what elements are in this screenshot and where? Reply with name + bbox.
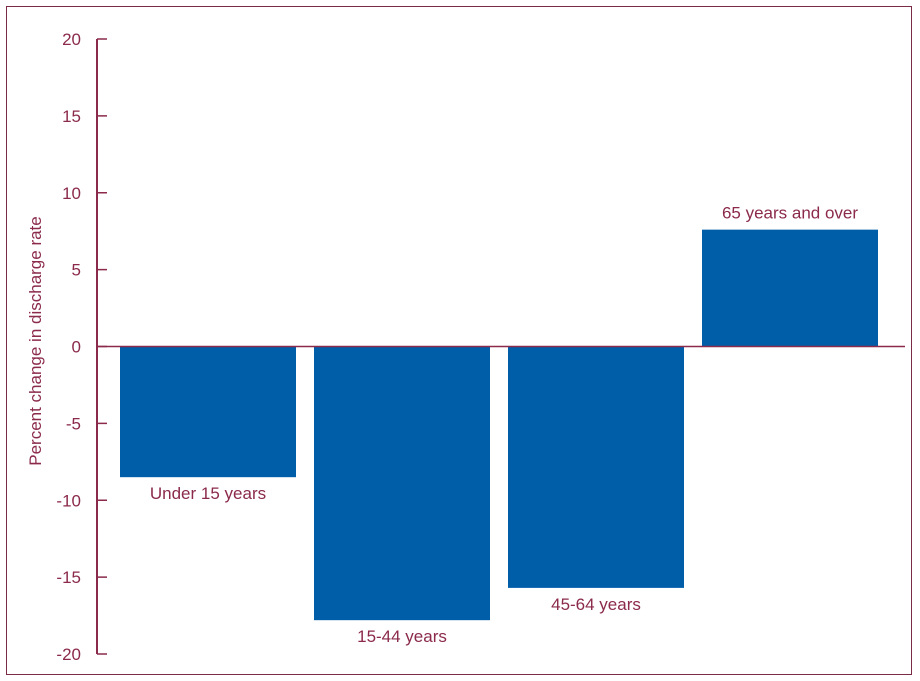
bar-category-label: 15-44 years [357, 627, 447, 646]
bar [508, 346, 684, 588]
bar-category-label: 65 years and over [722, 204, 858, 223]
y-tick-label: -10 [56, 491, 81, 510]
y-tick-label: 5 [72, 261, 81, 280]
y-tick-label: 15 [62, 107, 81, 126]
bar-labels: Under 15 years 15-44 years 45-64 years 65 y… [150, 204, 858, 647]
bars [120, 229, 878, 621]
y-tick-label: 20 [62, 30, 81, 49]
bar [314, 346, 490, 621]
y-tick-label: 10 [62, 184, 81, 203]
bar-category-label: 45-64 years [551, 595, 641, 614]
y-tick-label: 0 [72, 338, 81, 357]
bar-chart: Percent change in discharge rate 20 15 10 5… [26, 30, 905, 664]
y-tick-label: -15 [56, 568, 81, 587]
y-axis-label: Percent change in discharge rate [26, 216, 45, 466]
bar [120, 346, 296, 478]
y-tick-label: -5 [66, 414, 81, 433]
bar-category-label: Under 15 years [150, 484, 266, 503]
chart-frame: Percent change in discharge rate 20 15 10 5… [6, 6, 912, 675]
bar [702, 229, 878, 347]
y-axis: 20 15 10 5 0 -5 -10 -15 -20 [56, 30, 107, 664]
y-tick-label: -20 [56, 645, 81, 664]
